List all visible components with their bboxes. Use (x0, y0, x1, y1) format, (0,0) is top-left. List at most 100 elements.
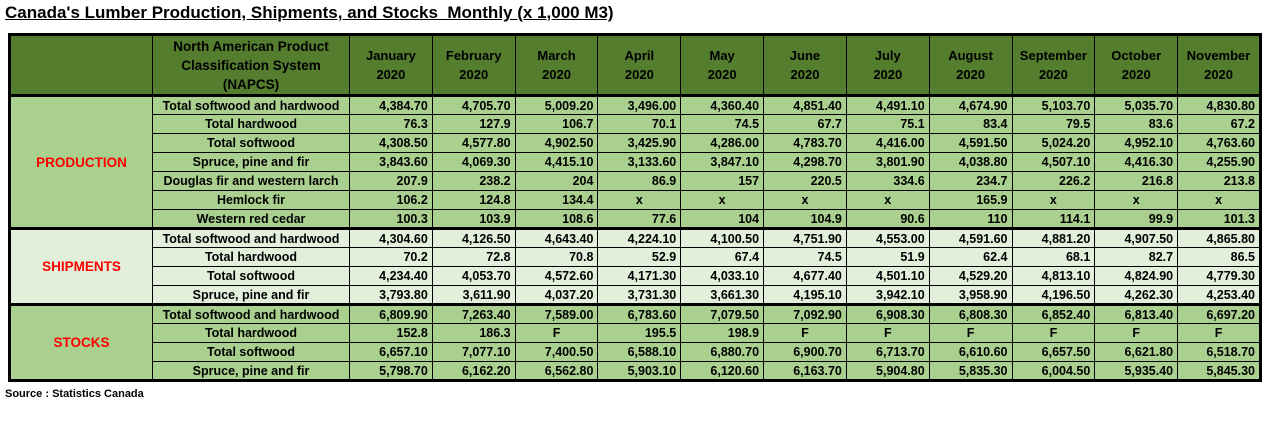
value-cell: 108.6 (514, 209, 599, 229)
value-cell: 4,705.70 (431, 94, 516, 115)
value-cell: 4,907.50 (1094, 227, 1179, 248)
value-cell: 6,657.10 (349, 342, 433, 362)
month-name: May (709, 48, 735, 63)
corner-cell (9, 34, 153, 96)
month-name: September (1019, 48, 1087, 63)
value-cell: 4,308.50 (349, 133, 433, 153)
value-cell: x (597, 190, 682, 210)
value-cell: 6,120.60 (680, 361, 765, 381)
value-cell: 3,847.10 (680, 152, 765, 172)
value-cell: 7,079.50 (680, 303, 765, 324)
value-cell: 234.7 (928, 171, 1013, 191)
table-row: Total softwood 4,308.50 4,577.80 4,902.50 3,… (10, 133, 1261, 153)
value-cell: 3,661.30 (680, 285, 765, 305)
row-label: Total softwood (152, 342, 350, 362)
value-cell: x (1177, 190, 1261, 210)
value-cell: 5,024.20 (1011, 133, 1096, 153)
value-cell: 101.3 (1177, 209, 1261, 229)
value-cell: 238.2 (431, 171, 516, 191)
value-cell: 4,751.90 (763, 227, 847, 248)
value-cell: 99.9 (1094, 209, 1179, 229)
value-cell: 4,501.10 (845, 266, 930, 286)
value-cell: 4,195.10 (763, 285, 847, 305)
value-cell: 216.8 (1094, 171, 1179, 191)
value-cell: x (845, 190, 930, 210)
month-name: February (445, 48, 502, 63)
table-row: Total hardwood 76.3 127.9 106.7 70.1 74.5 67.7… (10, 114, 1261, 134)
value-cell: 5,845.30 (1177, 361, 1261, 381)
value-cell: F (1177, 323, 1261, 343)
row-label: Total hardwood (152, 247, 350, 267)
value-cell: 4,865.80 (1177, 227, 1261, 248)
value-cell: 76.3 (349, 114, 433, 134)
value-cell: 4,783.70 (763, 133, 847, 153)
month-year: 2020 (956, 67, 986, 82)
value-cell: 90.6 (845, 209, 930, 229)
value-cell: 5,103.70 (1011, 94, 1096, 115)
value-cell: 4,881.20 (1011, 227, 1096, 248)
lumber-data-table: North American Product Classification Sy… (8, 33, 1262, 382)
table-row: Hemlock fir 106.2 124.8 134.4 x x x x 165.9 x x x (10, 190, 1261, 210)
month-year: 2020 (459, 67, 489, 82)
value-cell: 6,813.40 (1094, 303, 1179, 324)
value-cell: 4,674.90 (928, 94, 1013, 115)
value-cell: 77.6 (597, 209, 682, 229)
value-cell: F (514, 323, 599, 343)
value-cell: 6,852.40 (1011, 303, 1096, 324)
value-cell: 67.4 (680, 247, 765, 267)
value-cell: 4,830.80 (1177, 94, 1261, 115)
month-header-cell: February 2020 (431, 34, 516, 96)
value-cell: 6,588.10 (597, 342, 682, 362)
value-cell: 86.5 (1177, 247, 1261, 267)
table-row: Douglas fir and western larch 207.9 238.2 2… (10, 171, 1261, 191)
value-cell: F (763, 323, 847, 343)
value-cell: 83.4 (928, 114, 1013, 134)
value-cell: 5,903.10 (597, 361, 682, 381)
row-label: Total softwood (152, 266, 350, 286)
value-cell: 6,163.70 (763, 361, 847, 381)
value-cell: 7,092.90 (763, 303, 847, 324)
value-cell: 4,529.20 (928, 266, 1013, 286)
value-cell: 70.8 (514, 247, 599, 267)
value-cell: 5,835.30 (928, 361, 1013, 381)
value-cell: 70.1 (597, 114, 682, 134)
value-cell: 3,496.00 (597, 94, 682, 115)
value-cell: 4,171.30 (597, 266, 682, 286)
row-label: Total hardwood (152, 114, 350, 134)
value-cell: 3,611.90 (431, 285, 516, 305)
row-label: Western red cedar (152, 209, 350, 229)
value-cell: 6,621.80 (1094, 342, 1179, 362)
value-cell: 4,298.70 (763, 152, 847, 172)
value-cell: 4,677.40 (763, 266, 847, 286)
value-cell: 7,400.50 (514, 342, 599, 362)
value-cell: 3,843.60 (349, 152, 433, 172)
month-header-cell: January 2020 (349, 34, 433, 96)
month-header-cell: March 2020 (514, 34, 599, 96)
section-label-shipments: SHIPMENTS (9, 227, 153, 305)
month-header-cell: July 2020 (845, 34, 930, 96)
value-cell: 6,908.30 (845, 303, 930, 324)
section-label-production: PRODUCTION (9, 94, 153, 229)
value-cell: 4,234.40 (349, 266, 433, 286)
table-row: Total softwood 6,657.10 7,077.10 7,400.50 6,… (10, 342, 1261, 362)
value-cell: 5,035.70 (1094, 94, 1179, 115)
value-cell: 204 (514, 171, 599, 191)
value-cell: 4,255.90 (1177, 152, 1261, 172)
value-cell: 67.2 (1177, 114, 1261, 134)
value-cell: 186.3 (431, 323, 516, 343)
table-row: Western red cedar 100.3 103.9 108.6 77.6 104 1… (10, 209, 1261, 229)
month-name: March (537, 48, 576, 63)
value-cell: 4,033.10 (680, 266, 765, 286)
table-body: PRODUCTION Total softwood and hardwood 4,3… (9, 94, 1261, 381)
header-row: North American Product Classification Sy… (9, 34, 1261, 96)
value-cell: 3,133.60 (597, 152, 682, 172)
value-cell: 100.3 (349, 209, 433, 229)
value-cell: 79.5 (1011, 114, 1096, 134)
table-row: SHIPMENTS Total softwood and hardwood 4,30… (9, 227, 1261, 305)
value-cell: 4,507.10 (1011, 152, 1096, 172)
source-note: Source : Statistics Canada (5, 388, 144, 400)
value-cell: 4,262.30 (1094, 285, 1179, 305)
value-cell: 4,416.00 (845, 133, 930, 153)
value-cell: 334.6 (845, 171, 930, 191)
value-cell: 4,851.40 (763, 94, 847, 115)
